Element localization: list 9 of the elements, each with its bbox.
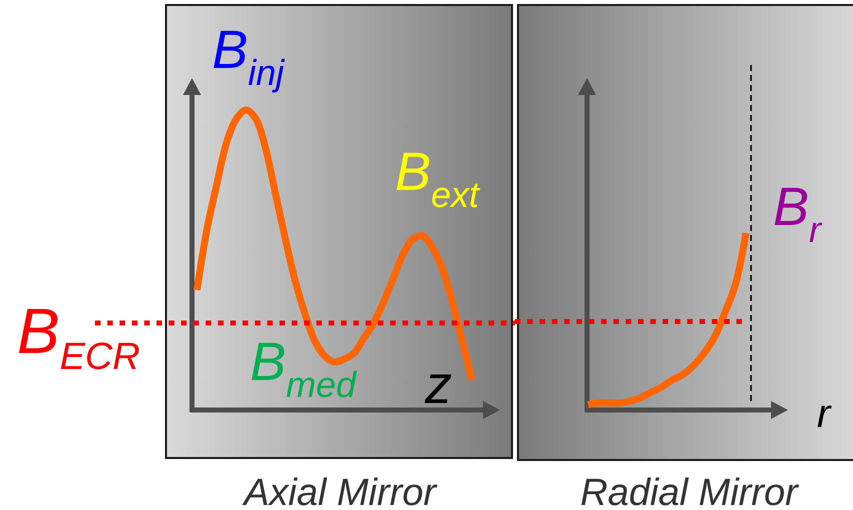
annotation: B$_{med}$ <box>250 332 358 405</box>
x-axis-title: r <box>817 392 832 436</box>
text: B$_{r}$ <box>773 177 824 250</box>
text: Axial Mirror <box>242 472 438 510</box>
ref-line-label: B$_{ECR}$ <box>17 295 140 378</box>
text: Radial Mirror <box>580 472 800 510</box>
text: B$_{inj}$ <box>212 20 286 93</box>
annotation: B$_{ext}$ <box>395 142 482 215</box>
x-axis-title: z <box>424 355 452 415</box>
